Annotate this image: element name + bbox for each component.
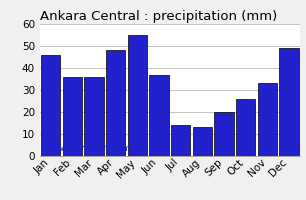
Bar xyxy=(128,35,147,156)
Text: www.allmetsat.com: www.allmetsat.com xyxy=(42,144,131,153)
Bar xyxy=(192,127,212,156)
Bar xyxy=(41,55,60,156)
Bar xyxy=(214,112,234,156)
Bar xyxy=(149,75,169,156)
Bar xyxy=(279,48,299,156)
Bar xyxy=(171,125,190,156)
Bar xyxy=(106,50,125,156)
Bar xyxy=(84,77,104,156)
Bar xyxy=(258,83,277,156)
Text: Ankara Central : precipitation (mm): Ankara Central : precipitation (mm) xyxy=(40,10,277,23)
Bar xyxy=(236,99,256,156)
Bar xyxy=(62,77,82,156)
